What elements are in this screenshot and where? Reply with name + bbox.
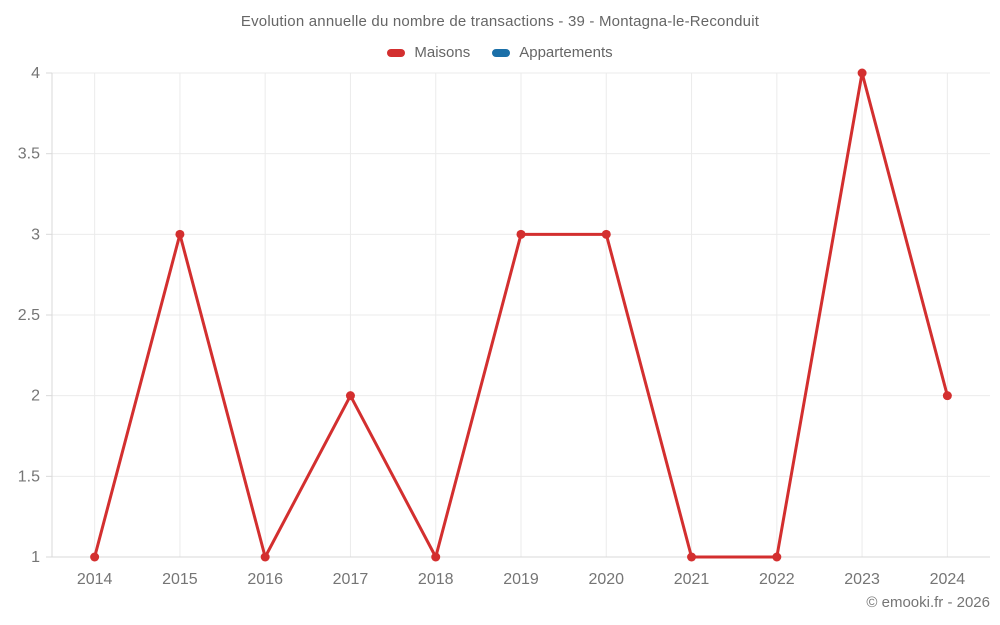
y-tick-label: 3.5 (18, 146, 40, 163)
y-tick-label: 1 (31, 549, 40, 566)
data-point-maisons[interactable] (260, 552, 270, 562)
y-tick-label: 1.5 (18, 468, 40, 485)
chart-legend: Maisons Appartements (0, 44, 1000, 61)
x-tick-label: 2022 (759, 571, 795, 588)
legend-label: Maisons (414, 44, 471, 61)
x-tick-label: 2017 (333, 571, 369, 588)
data-point-maisons[interactable] (601, 229, 611, 239)
legend-label: Appartements (519, 44, 613, 61)
data-point-maisons[interactable] (175, 229, 185, 239)
x-tick-label: 2015 (162, 571, 198, 588)
x-tick-label: 2024 (930, 571, 966, 588)
data-point-maisons[interactable] (90, 552, 100, 562)
x-tick-label: 2016 (247, 571, 283, 588)
chart-title: Evolution annuelle du nombre de transact… (240, 13, 760, 30)
data-point-maisons[interactable] (772, 552, 782, 562)
data-point-maisons[interactable] (687, 552, 697, 562)
x-tick-label: 2019 (503, 571, 539, 588)
x-tick-label: 2014 (77, 571, 113, 588)
legend-item-maisons[interactable]: Maisons (387, 44, 470, 61)
copyright-credit: © emooki.fr - 2026 (866, 594, 990, 611)
legend-item-appartements[interactable]: Appartements (492, 44, 613, 61)
x-tick-label: 2021 (674, 571, 710, 588)
legend-swatch-icon (492, 48, 511, 57)
data-point-maisons[interactable] (942, 391, 952, 401)
y-tick-label: 2.5 (18, 307, 40, 324)
x-tick-label: 2018 (418, 571, 454, 588)
x-tick-label: 2020 (588, 571, 624, 588)
data-point-maisons[interactable] (857, 68, 867, 78)
legend-swatch-icon (387, 48, 406, 57)
x-tick-label: 2023 (844, 571, 880, 588)
y-tick-label: 4 (31, 65, 40, 82)
data-point-maisons[interactable] (516, 229, 526, 239)
data-point-maisons[interactable] (345, 391, 355, 401)
data-point-maisons[interactable] (431, 552, 441, 562)
y-tick-label: 2 (31, 388, 40, 405)
y-tick-label: 3 (31, 226, 40, 243)
